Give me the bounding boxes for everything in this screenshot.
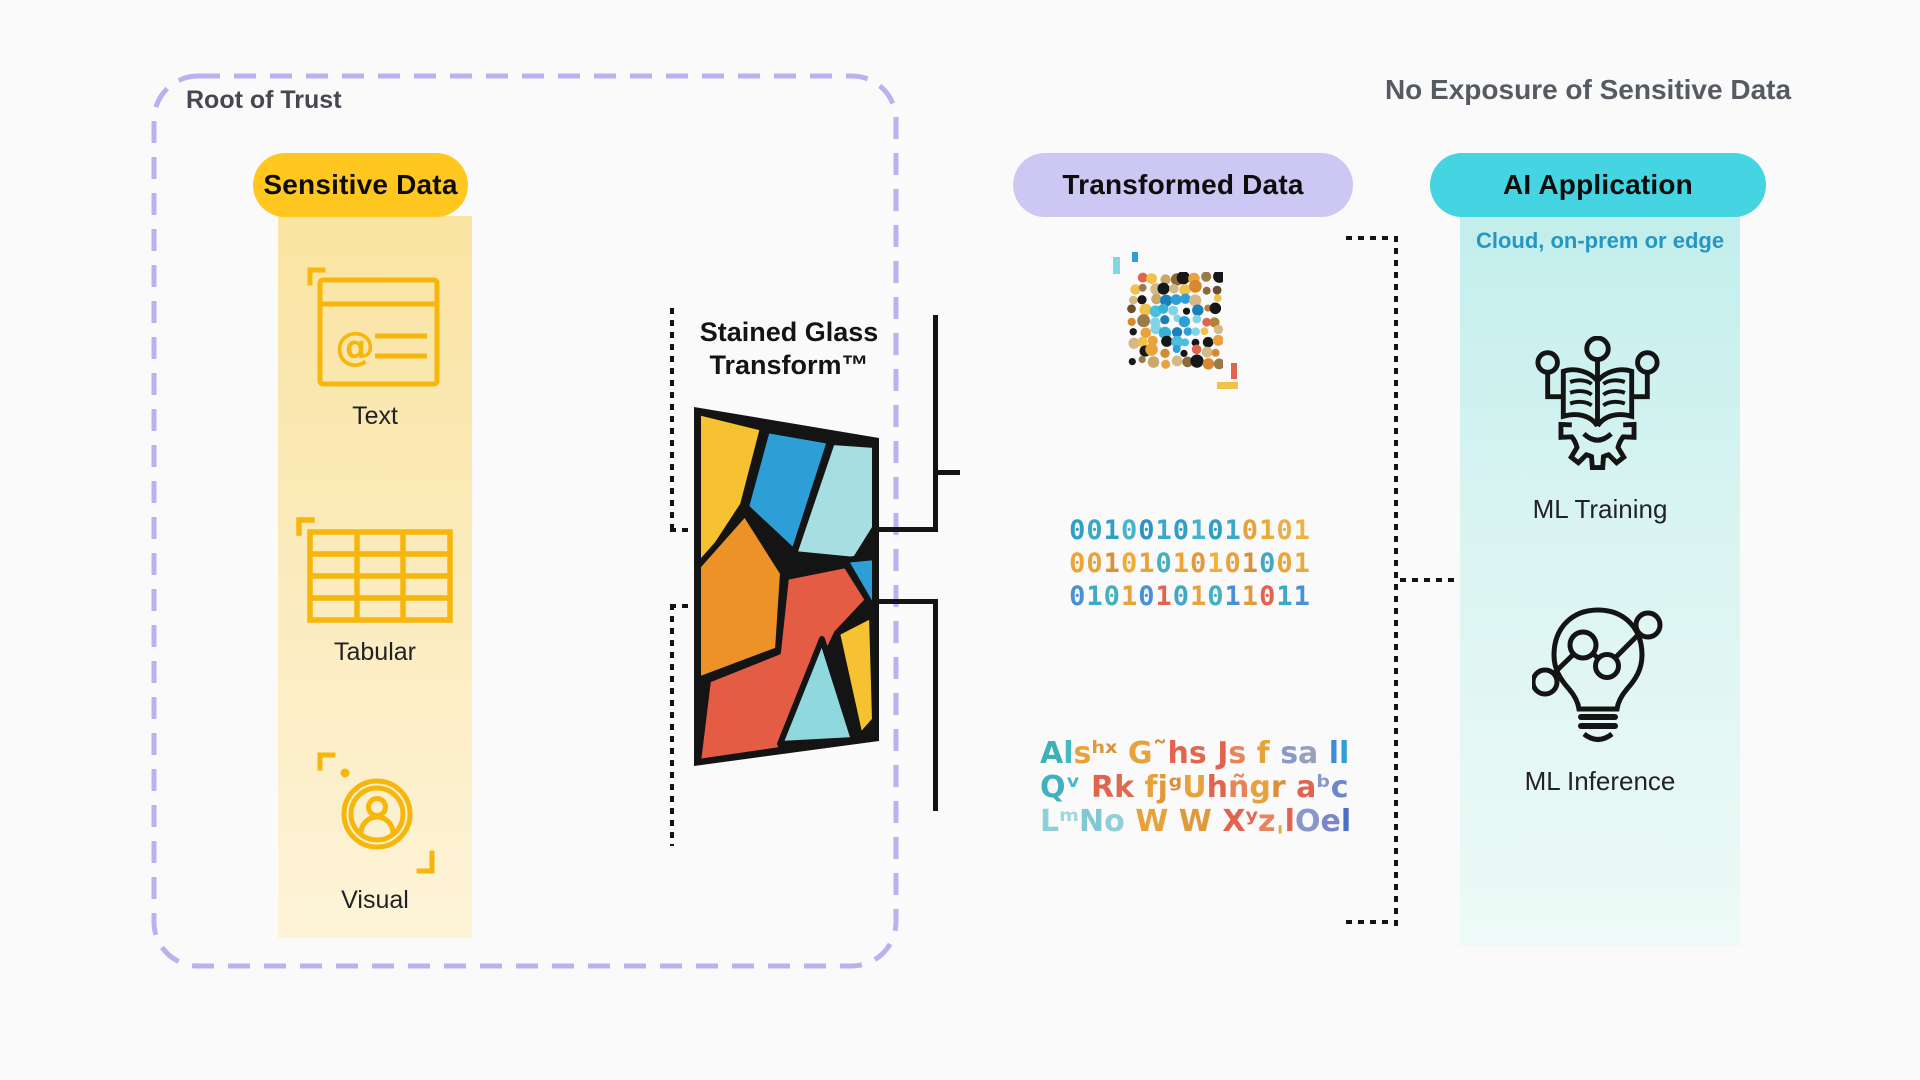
input-bracket-bottom-line	[670, 604, 674, 846]
sensitive-data-pill-label: Sensitive Data	[263, 169, 458, 200]
ai-application-pill: AI Application	[1430, 153, 1766, 217]
garbled-line: LᵐNo W W XʸzˌlOel	[1040, 804, 1352, 839]
garbled-line: Qᵛ Rk fjᵍUhñgr aᵇc	[1040, 770, 1349, 805]
root-of-trust-label: Root of Trust	[186, 86, 342, 114]
glass-piece-blue-sliver	[842, 554, 878, 616]
bulb-network-icon	[1532, 607, 1663, 742]
ai-deployment-subtitle-text: Cloud, on-prem or edge	[1475, 228, 1725, 253]
output-connector-top-v	[933, 315, 938, 532]
stained-glass-graphic	[694, 407, 879, 766]
ai-bracket-v	[1394, 236, 1398, 926]
email-card-icon: @	[307, 267, 440, 387]
avatar-icon	[317, 752, 435, 874]
data-item-tabular: Tabular	[278, 516, 472, 668]
svg-text:@: @	[335, 324, 375, 370]
ai-item-ml-inference: ML Inference	[1460, 598, 1740, 798]
data-item-text-label: Text	[352, 402, 398, 430]
mosaic-blobs	[1127, 272, 1223, 370]
transform-title-line1: Stained Glass	[699, 317, 879, 347]
mosaic-fragment-blue	[1132, 252, 1138, 262]
ai-deployment-subtitle: Cloud, on-prem or edge	[1460, 228, 1740, 254]
ai-bracket-top-h	[1346, 236, 1398, 240]
no-exposure-heading: No Exposure of Sensitive Data	[1372, 74, 1804, 106]
ml-training-label: ML Training	[1532, 494, 1668, 524]
input-bracket-top-line	[670, 308, 674, 532]
output-connector-bottom-v	[933, 599, 938, 811]
table-icon	[296, 517, 453, 623]
transformed-data-pill-label: Transformed Data	[1062, 169, 1304, 200]
no-exposure-heading-text: No Exposure of Sensitive Data	[1384, 74, 1792, 105]
root-of-trust-box: Root of Trust	[150, 72, 900, 970]
book-gear-icon	[1535, 336, 1660, 471]
data-item-text: @ Text	[278, 266, 472, 436]
output-connector-bottom-h	[874, 599, 938, 604]
mosaic-fragment-red	[1231, 363, 1237, 379]
input-bracket-top-stub	[670, 528, 698, 532]
glass-piece-yellow-right	[834, 612, 878, 740]
transform-title-line2: Transform™	[709, 350, 869, 380]
input-bracket-bottom-stub	[670, 604, 698, 608]
dashed-border	[151, 73, 899, 969]
sensitive-data-pill: Sensitive Data	[253, 153, 468, 217]
mosaic-fragment-yellow	[1217, 382, 1238, 389]
glass-piece-cyan-big	[791, 439, 878, 563]
ai-bracket-mid-stub	[1400, 578, 1470, 582]
output-connector-top-stub	[938, 470, 960, 475]
ai-application-pill-label: AI Application	[1503, 169, 1693, 200]
garbled-line: Alsʰˣ G˜hs Js f sa ll	[1040, 736, 1350, 771]
ai-item-ml-training: ML Training	[1460, 336, 1740, 526]
transformed-data-pill: Transformed Data	[1013, 153, 1353, 217]
glass-piece-cyan-triangle	[777, 636, 857, 747]
transform-title: Stained Glass Transform™	[694, 316, 884, 382]
ml-inference-label: ML Inference	[1524, 766, 1676, 796]
ai-bracket-bottom-h	[1346, 920, 1398, 924]
transformed-binary-block: 00100101010101 00101010101001 0101010101…	[1050, 514, 1330, 613]
binary-line: 00100101010101	[1069, 515, 1311, 546]
transformed-image-mosaic	[1110, 248, 1260, 398]
ai-application-column	[1460, 214, 1740, 946]
binary-line: 01010101011011	[1069, 581, 1311, 612]
binary-line: 00101010101001	[1069, 548, 1311, 579]
output-connector-top-h	[874, 527, 938, 532]
mosaic-fragment-cyan	[1113, 257, 1120, 274]
data-item-tabular-label: Tabular	[334, 638, 416, 666]
transformed-garbled-block: Alsʰˣ G˜hs Js f sa ll Qᵛ Rk fjᵍUhñgr aᵇc…	[1040, 736, 1352, 839]
data-item-visual-label: Visual	[341, 886, 409, 914]
data-item-visual: Visual	[278, 750, 472, 918]
